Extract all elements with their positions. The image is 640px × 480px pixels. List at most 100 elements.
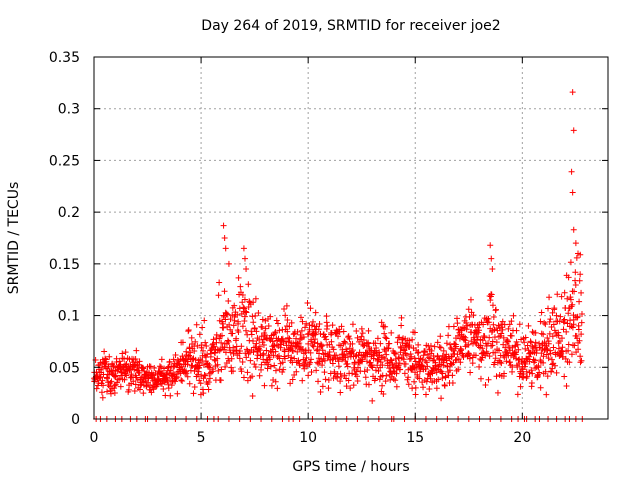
data-point: [130, 378, 137, 385]
data-point: [306, 326, 313, 333]
data-point: [408, 353, 415, 360]
data-point: [513, 327, 520, 334]
data-point: [498, 330, 505, 337]
data-point: [504, 338, 511, 345]
data-point: [251, 361, 258, 368]
data-point: [551, 305, 558, 312]
data-point: [438, 395, 445, 402]
data-point: [250, 319, 257, 326]
data-point: [479, 345, 486, 352]
data-point: [349, 321, 356, 328]
data-point: [559, 344, 566, 351]
data-point: [299, 377, 306, 384]
data-point: [578, 331, 585, 338]
data-point: [509, 364, 516, 371]
data-point: [317, 388, 324, 395]
data-point: [575, 326, 582, 333]
data-point: [122, 349, 129, 356]
data-point: [273, 317, 280, 324]
data-point: [362, 374, 369, 381]
data-point: [147, 363, 154, 370]
data-point: [460, 353, 467, 360]
data-point: [540, 359, 547, 366]
data-point: [245, 281, 252, 288]
data-point: [570, 127, 577, 134]
data-point: [241, 296, 248, 303]
data-point: [269, 338, 276, 345]
data-point: [383, 372, 390, 379]
data-point: [418, 361, 425, 368]
data-point: [239, 358, 246, 365]
data-point: [119, 369, 126, 376]
data-point: [514, 341, 521, 348]
data-point: [243, 309, 250, 316]
data-point: [227, 316, 234, 323]
data-point: [274, 320, 281, 327]
data-point: [500, 334, 507, 341]
data-point: [529, 370, 536, 377]
data-point: [428, 347, 435, 354]
data-point: [238, 343, 245, 350]
data-point: [267, 313, 274, 320]
data-point: [245, 350, 252, 357]
data-point: [568, 351, 575, 358]
data-point: [433, 385, 440, 392]
data-point: [323, 336, 330, 343]
data-point: [122, 371, 129, 378]
data-point: [111, 382, 118, 389]
data-point: [103, 358, 110, 365]
data-point: [230, 344, 237, 351]
data-point: [290, 347, 297, 354]
data-point: [515, 346, 522, 353]
data-point: [443, 340, 450, 347]
data-point: [294, 328, 301, 335]
data-point: [191, 367, 198, 374]
data-point: [272, 328, 279, 335]
data-point: [544, 373, 551, 380]
data-point: [307, 349, 314, 356]
data-point: [446, 367, 453, 374]
data-point: [576, 298, 583, 305]
data-point: [346, 345, 353, 352]
data-point: [326, 349, 333, 356]
data-point: [493, 306, 499, 313]
data-point: [567, 294, 574, 301]
y-tick-label: 0.35: [49, 50, 80, 66]
data-point: [329, 322, 336, 329]
data-point: [311, 339, 318, 346]
data-point: [288, 354, 295, 361]
data-point: [230, 322, 237, 329]
data-point: [189, 362, 196, 369]
data-point: [554, 291, 561, 298]
data-point: [382, 323, 389, 330]
data-point: [338, 323, 345, 330]
data-point: [196, 362, 203, 369]
data-point: [527, 349, 534, 356]
data-point: [561, 289, 568, 296]
data-point: [227, 349, 234, 356]
data-point: [568, 168, 575, 175]
data-point: [179, 378, 186, 385]
data-point: [99, 377, 106, 384]
data-point: [495, 333, 502, 340]
data-point: [184, 373, 191, 380]
data-point: [241, 255, 248, 262]
y-tick-label: 0.3: [58, 102, 80, 118]
data-point: [156, 363, 163, 370]
data-point: [227, 326, 234, 333]
data-point: [404, 376, 411, 383]
data-point: [545, 305, 552, 312]
data-point: [302, 358, 309, 365]
data-point: [282, 338, 289, 345]
data-point: [303, 320, 310, 327]
data-point: [211, 356, 218, 363]
data-point: [532, 357, 539, 364]
data-point: [376, 376, 383, 383]
data-point: [517, 370, 524, 377]
data-point: [578, 289, 585, 296]
data-point: [360, 342, 367, 349]
data-point: [454, 320, 461, 327]
data-point: [308, 368, 315, 375]
data-point: [517, 383, 524, 390]
data-point: [305, 372, 312, 379]
